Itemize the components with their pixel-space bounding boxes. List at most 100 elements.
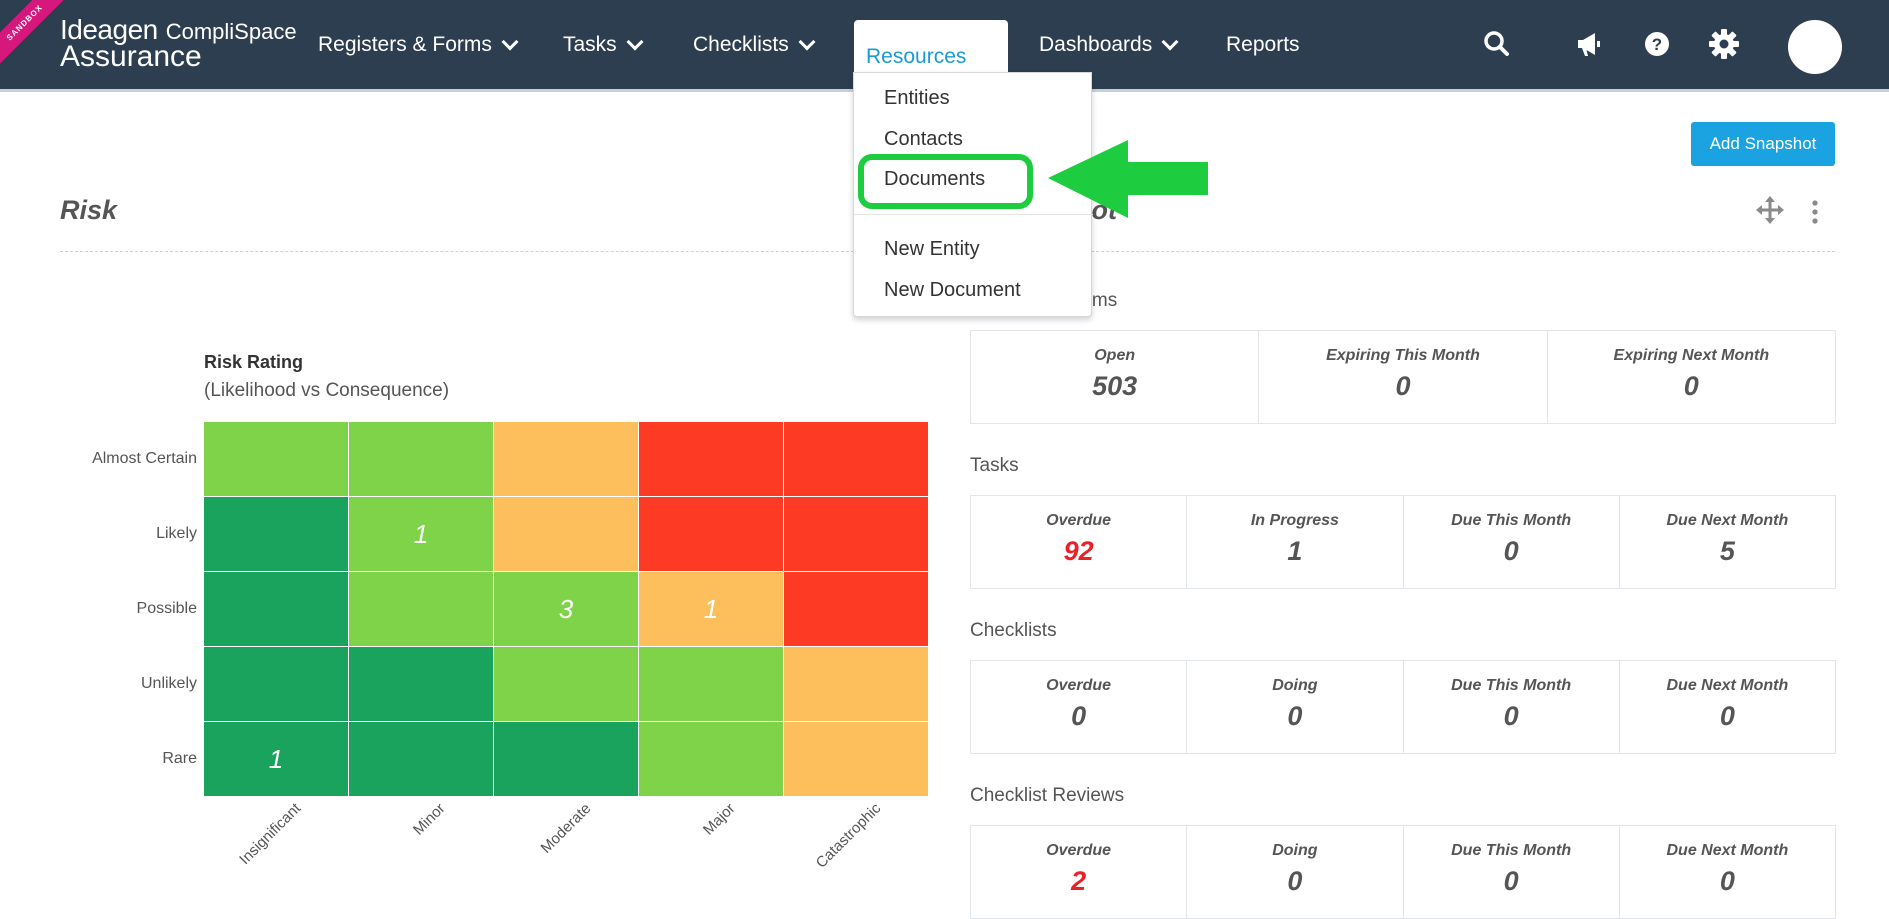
stat-value: 2 [1071,866,1087,896]
nav-registers-forms[interactable]: Registers & Forms [318,0,519,89]
stat-label: Doing [1272,677,1318,694]
search-icon[interactable] [1481,28,1513,60]
heatmap-cell [784,647,928,721]
stat-label: Expiring This Month [1326,347,1480,364]
stat-label: Due This Month [1451,842,1572,859]
gear-icon[interactable] [1708,28,1740,60]
add-snapshot-button[interactable]: Add Snapshot [1691,122,1835,166]
stat-value: 0 [1503,701,1519,731]
more-options-icon[interactable] [1810,200,1820,224]
green-arrow-annotation [1048,140,1208,218]
heatmap-cell [784,497,928,571]
x-axis-label: Catastrophic [812,800,885,872]
snapshot-stat[interactable]: Due This Month 0 [1404,496,1620,588]
snapshot-stat[interactable]: Due Next Month 0 [1620,661,1835,753]
heatmap-cell [494,647,638,721]
stat-value: 0 [1503,536,1519,566]
snapshot-stat-row: Overdue 0 Doing 0 Due This Month 0 Due Next Mo… [970,660,1836,754]
move-icon[interactable] [1756,196,1784,224]
stat-label: Due This Month [1451,512,1572,529]
snapshot-stat[interactable]: Overdue 2 [971,826,1188,918]
nav-reports[interactable]: Reports [1226,32,1300,56]
snapshot-stat-row: Overdue 92 In Progress 1 Due This Month 0 Due … [970,495,1836,589]
x-axis-label: Minor [409,800,449,839]
megaphone-icon[interactable] [1573,28,1605,60]
snapshot-stat[interactable]: Due Next Month 5 [1620,496,1835,588]
avatar[interactable] [1788,20,1842,74]
stat-value: 0 [1287,866,1303,896]
menu-divider [854,214,1093,215]
menu-item-new-document[interactable]: New Document [884,279,1021,301]
snapshot-stat[interactable]: Due This Month 0 [1404,661,1620,753]
snapshot-stat[interactable]: Due This Month 0 [1404,826,1620,918]
snapshot-stat[interactable]: Expiring This Month 0 [1259,331,1548,423]
heatmap-cell [784,722,928,796]
chart-subtitle: (Likelihood vs Consequence) [204,380,450,401]
resources-dropdown-menu: Entities Contacts Documents New Entity N… [853,72,1093,317]
snapshot-stat[interactable]: Due Next Month 0 [1620,826,1835,918]
stat-value: 92 [1063,536,1094,566]
snapshot-stat[interactable]: Expiring Next Month 0 [1548,331,1835,423]
heatmap-cell[interactable]: 1 [639,572,783,646]
heatmap-cell [204,572,348,646]
nav-tasks[interactable]: Tasks [563,0,644,89]
heatmap-cell [639,647,783,721]
stat-label: Open [1094,347,1136,364]
stat-value: 0 [1719,866,1735,896]
stat-label: In Progress [1250,512,1339,529]
stat-value: 0 [1395,371,1411,401]
stat-value: 0 [1683,371,1699,401]
x-axis-label: Insignificant [236,800,305,869]
snapshot-stat[interactable]: Open 503 [971,331,1260,423]
menu-item-new-entity[interactable]: New Entity [884,238,980,260]
nav-checklists[interactable]: Checklists [693,0,816,89]
snapshot-stat[interactable]: Overdue 0 [971,661,1188,753]
stat-value: 0 [1503,866,1519,896]
snapshot-stat[interactable]: In Progress 1 [1187,496,1404,588]
documents-highlight-outline [858,154,1033,209]
logo-ideagen: Ideagen [60,14,158,45]
heatmap-cell [349,422,493,496]
y-axis-label: Unlikely [140,675,197,692]
stat-label: Overdue [1046,512,1112,529]
snapshot-stat[interactable]: Doing 0 [1187,661,1404,753]
heatmap-cell [494,722,638,796]
y-axis-label: Rare [162,750,197,767]
stat-label: Due Next Month [1666,512,1789,529]
logo-assurance: Assurance [60,40,202,73]
heatmap-cell[interactable]: 1 [204,722,348,796]
snapshot-stat[interactable]: Doing 0 [1187,826,1404,918]
heatmap-cell [639,422,783,496]
heatmap-cell[interactable]: 3 [494,572,638,646]
heatmap-cell [204,647,348,721]
logo[interactable]: Ideagen CompliSpace Assurance [60,14,297,74]
menu-item-documents[interactable]: Documents [884,168,986,190]
stat-label: Expiring Next Month [1613,347,1770,364]
heatmap-cell [639,497,783,571]
stat-value: 0 [1287,701,1303,731]
risk-panel-title: Risk [60,195,118,225]
x-axis-label: Major [699,800,739,839]
stat-value: 0 [1719,701,1735,731]
nav-dashboards[interactable]: Dashboards [1039,0,1179,89]
menu-item-contacts[interactable]: Contacts [884,128,963,150]
heatmap-cell[interactable]: 1 [349,497,493,571]
menu-item-entities[interactable]: Entities [884,87,950,109]
snapshot-stat-row: Open 503 Expiring This Month 0 Expiring Next… [970,330,1836,424]
stat-label: Due Next Month [1666,842,1789,859]
heatmap-cell [349,572,493,646]
heatmap-cell [784,422,928,496]
heatmap-cell [349,722,493,796]
stat-value: 5 [1719,536,1735,566]
chevron-down-icon [626,33,644,50]
snapshot-section-title: Checklist Reviews [970,785,1125,806]
svg-text:?: ? [1652,35,1662,54]
snapshot-stat[interactable]: Overdue 92 [971,496,1188,588]
stat-value: 1 [1287,536,1303,566]
heatmap-cell [204,422,348,496]
stat-label: Due This Month [1451,677,1572,694]
stat-label: Due Next Month [1666,677,1789,694]
help-icon[interactable]: ? [1641,28,1673,60]
stat-label: Overdue [1046,842,1112,859]
heatmap-cell [349,647,493,721]
